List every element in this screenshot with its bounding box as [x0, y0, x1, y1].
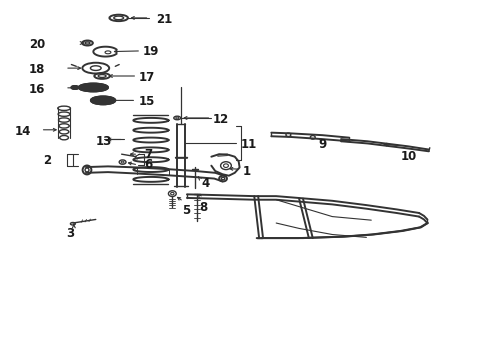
Text: 11: 11 — [240, 138, 256, 150]
Ellipse shape — [91, 96, 115, 104]
Text: 4: 4 — [201, 177, 209, 190]
Text: 20: 20 — [29, 38, 45, 51]
Text: 18: 18 — [29, 63, 45, 76]
Text: 21: 21 — [156, 13, 172, 26]
Text: 19: 19 — [143, 45, 159, 58]
Text: 9: 9 — [318, 138, 326, 151]
Ellipse shape — [71, 86, 78, 89]
Text: 17: 17 — [139, 71, 155, 84]
Text: 3: 3 — [66, 226, 75, 239]
Ellipse shape — [100, 86, 106, 89]
Text: 12: 12 — [212, 113, 228, 126]
Ellipse shape — [98, 99, 108, 102]
Ellipse shape — [79, 84, 108, 91]
Text: 14: 14 — [14, 125, 31, 138]
Text: 1: 1 — [242, 165, 250, 177]
Text: 10: 10 — [400, 150, 416, 163]
Text: 16: 16 — [29, 83, 45, 96]
Text: 13: 13 — [96, 135, 112, 148]
Text: 8: 8 — [199, 202, 207, 215]
Text: 6: 6 — [144, 158, 152, 171]
Text: 7: 7 — [144, 148, 152, 161]
Text: 5: 5 — [182, 204, 190, 217]
Text: 2: 2 — [43, 154, 52, 167]
Text: 15: 15 — [138, 95, 154, 108]
